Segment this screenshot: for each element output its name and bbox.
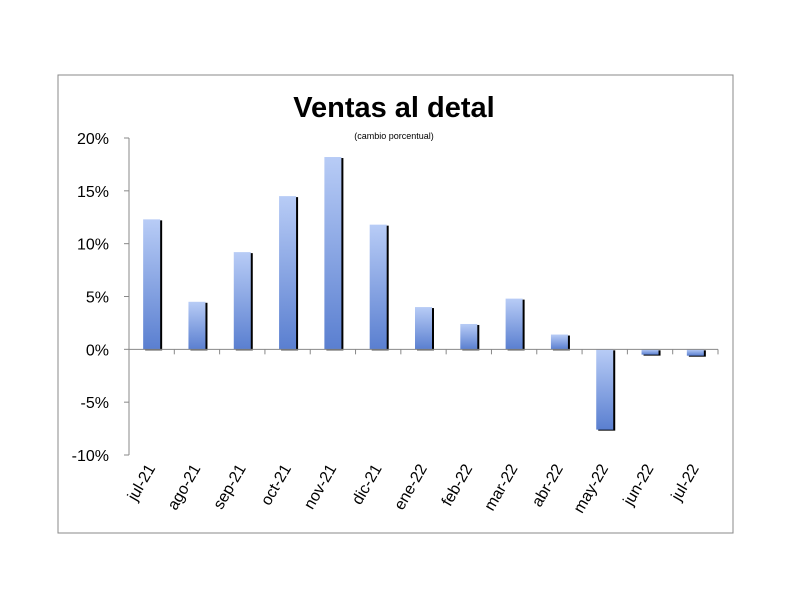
bar-dic-21 [369, 224, 387, 350]
chart-subtitle: (cambio porcentual) [354, 131, 434, 141]
y-tick-label: -5% [81, 395, 109, 412]
bar-mar-22 [505, 298, 523, 350]
bar-jun-22 [641, 349, 659, 355]
bar-ago-21 [188, 301, 206, 350]
y-tick-label: 20% [77, 131, 109, 148]
bar-ene-22 [415, 307, 432, 350]
bar-abr-22 [550, 334, 568, 350]
bar-jul-21 [143, 219, 161, 350]
chart-border [57, 74, 734, 534]
bars [143, 157, 706, 431]
bar-may-22 [596, 349, 614, 430]
bar-feb-22 [460, 323, 478, 350]
chart-title: Ventas al detal [293, 92, 495, 124]
y-tick-label: -10% [72, 448, 109, 465]
y-tick-label: 10% [77, 237, 109, 254]
y-axis: 20% 15% 10% 5% 0% -5% -10% [72, 131, 130, 465]
y-tick-label: 0% [86, 342, 109, 359]
y-tick-label: 5% [86, 290, 109, 307]
y-tick-label: 15% [77, 184, 109, 201]
bar-nov-21 [324, 157, 342, 350]
bar-sep-21 [233, 252, 251, 350]
bar-oct-21 [279, 196, 297, 350]
bar-jul-22 [686, 349, 704, 356]
